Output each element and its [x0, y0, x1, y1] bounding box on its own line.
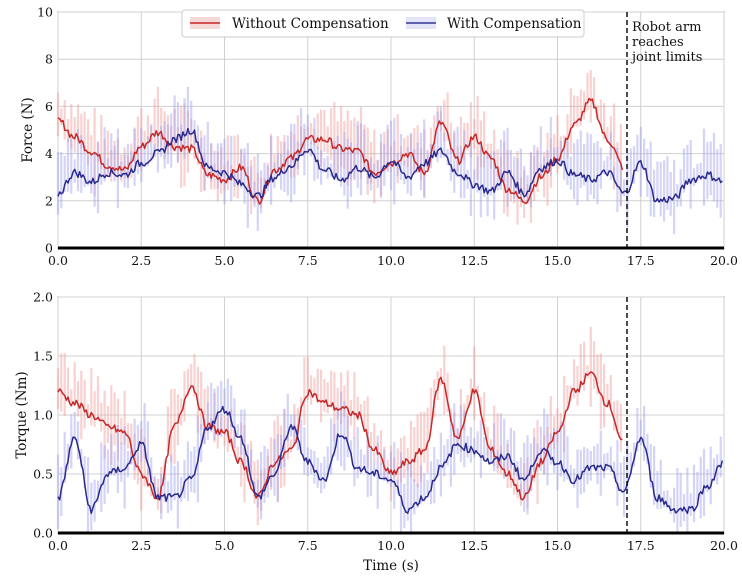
torque-panel: 0.0 2.5 5.0 7.5 10.0 12.5 15.0 17.5 20.0 0.0 0.5 1… [14, 290, 738, 575]
force-y-tick-label: 6 [45, 99, 53, 114]
force-y-tick-label: 0 [45, 241, 53, 256]
torque-y-tick-label: 1.5 [33, 349, 53, 364]
torque-x-tick-label: 20.0 [710, 538, 738, 553]
torque-x-tick-label: 15.0 [544, 538, 572, 553]
annotation-line-3: joint limits [630, 50, 702, 65]
force-y-tick-label: 2 [45, 193, 53, 208]
torque-line-without-compensation [57, 371, 623, 501]
force-x-tick-label: 12.5 [460, 253, 488, 268]
legend-band-with-compensation [406, 17, 436, 29]
force-x-tick-label: 0.0 [48, 253, 68, 268]
force-x-tick-label: 5.0 [215, 253, 235, 268]
force-x-tick-label: 20.0 [710, 253, 738, 268]
torque-y-tick-labels: 0.0 0.5 1.0 1.5 2.0 [33, 290, 53, 541]
torque-x-tick-label: 12.5 [460, 538, 488, 553]
torque-x-tick-labels: 0.0 2.5 5.0 7.5 10.0 12.5 15.0 17.5 20.0 [48, 538, 738, 553]
force-noise-without-compensation [56, 70, 622, 225]
torque-line-with-compensation [57, 405, 724, 515]
torque-x-tick-label: 7.5 [298, 538, 318, 553]
torque-y-tick-label: 0.0 [33, 526, 53, 541]
force-x-tick-label: 17.5 [627, 253, 655, 268]
force-x-tick-labels: 0.0 2.5 5.0 7.5 10.0 12.5 15.0 17.5 20.0 [48, 253, 738, 268]
torque-x-tick-label: 5.0 [215, 538, 235, 553]
torque-y-axis-label: Torque (Nm) [14, 371, 30, 458]
force-panel: 0.0 2.5 5.0 7.5 10.0 12.5 15.0 17.5 20.0 0 2 4 6 8 10… [20, 5, 738, 269]
force-line-without-compensation [57, 97, 624, 205]
legend-label-with-compensation: With Compensation [447, 16, 582, 32]
legend: Without Compensation With Compensation [181, 9, 585, 38]
force-y-axis-label: Force (N) [20, 97, 36, 162]
force-line-with-compensation [57, 127, 723, 204]
torque-x-tick-label: 10.0 [377, 538, 405, 553]
torque-x-tick-label: 17.5 [627, 538, 655, 553]
torque-y-tick-label: 2.0 [33, 290, 53, 305]
legend-band-without-compensation [190, 17, 220, 29]
force-y-tick-labels: 0 2 4 6 8 10 [37, 5, 53, 256]
legend-label-without-compensation: Without Compensation [232, 16, 389, 32]
legend-box [181, 9, 585, 38]
annotation-line-1: Robot arm [632, 20, 701, 35]
torque-y-tick-label: 1.0 [33, 408, 53, 423]
torque-x-tick-label: 0.0 [48, 538, 68, 553]
force-x-tick-label: 15.0 [544, 253, 572, 268]
torque-y-tick-label: 0.5 [33, 467, 53, 482]
torque-lines [57, 371, 724, 515]
force-x-tick-label: 2.5 [131, 253, 151, 268]
time-x-axis-label: Time (s) [363, 558, 419, 574]
force-y-tick-label: 8 [45, 52, 53, 67]
force-lines [57, 97, 723, 205]
force-x-tick-label: 7.5 [298, 253, 318, 268]
annotation-line-2: reaches [632, 35, 684, 50]
force-y-tick-label: 4 [45, 146, 53, 161]
force-y-tick-label: 10 [37, 5, 53, 20]
force-x-tick-label: 10.0 [377, 253, 405, 268]
torque-x-tick-label: 2.5 [131, 538, 151, 553]
